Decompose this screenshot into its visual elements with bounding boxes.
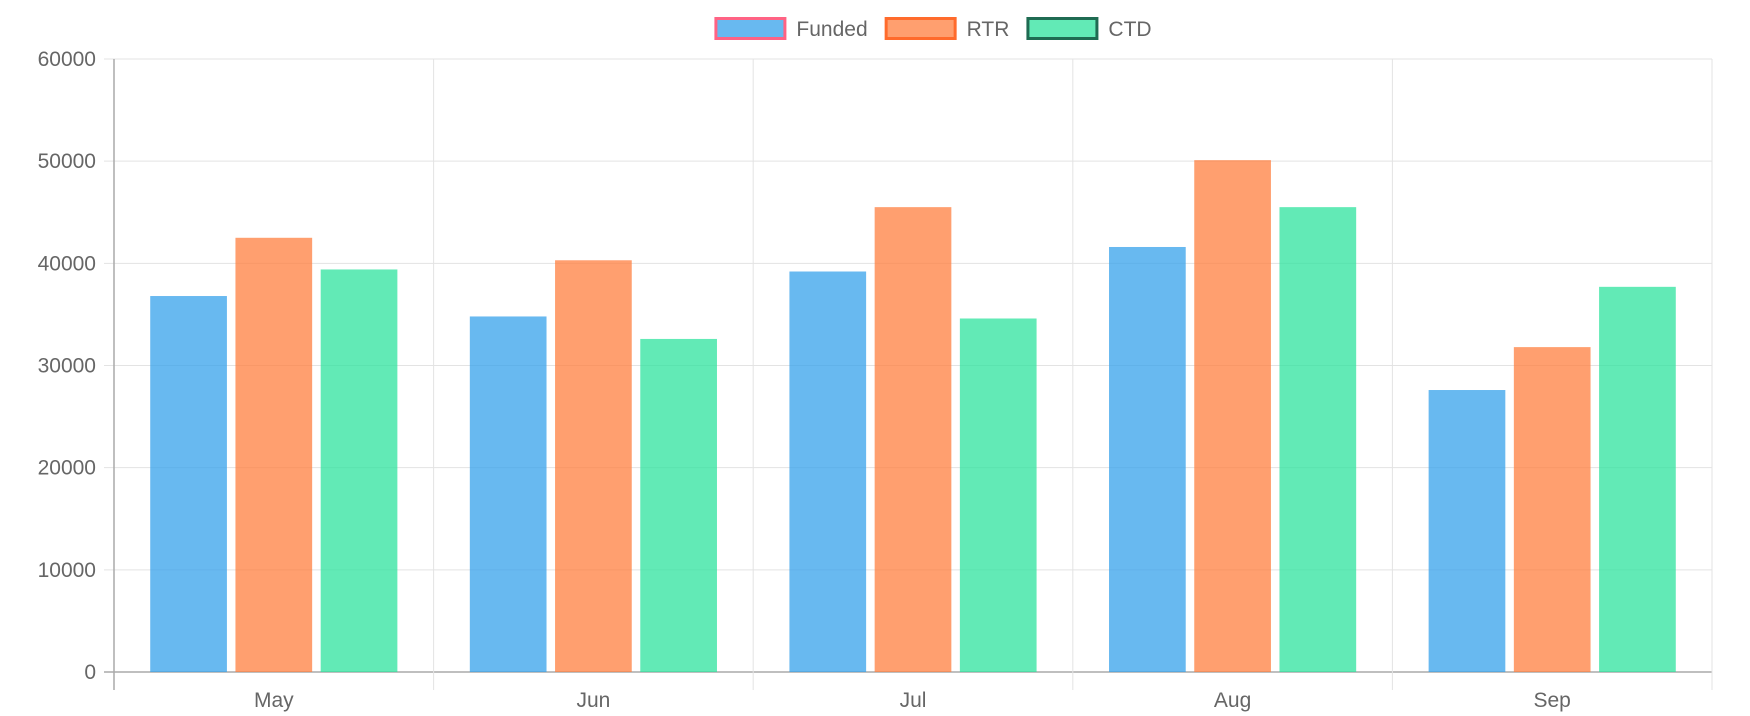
legend-swatch-funded	[716, 19, 785, 39]
bar-funded-sep[interactable]	[1429, 390, 1506, 672]
legend-swatch-rtr	[886, 19, 955, 39]
bar-ctd-may[interactable]	[321, 269, 398, 672]
legend-label: CTD	[1108, 18, 1151, 41]
bar-rtr-sep[interactable]	[1514, 347, 1591, 672]
bar-rtr-aug[interactable]	[1194, 160, 1271, 672]
x-tick-label: Jul	[900, 689, 927, 712]
y-tick-label: 10000	[38, 559, 96, 582]
legend-item-ctd[interactable]: CTD	[1028, 18, 1152, 41]
legend-item-rtr[interactable]: RTR	[886, 18, 1009, 41]
y-tick-label: 60000	[38, 48, 96, 71]
x-tick-label: Aug	[1214, 689, 1251, 712]
y-tick-label: 20000	[38, 457, 96, 480]
y-tick-label: 40000	[38, 252, 96, 275]
bar-rtr-may[interactable]	[235, 238, 312, 672]
bar-funded-aug[interactable]	[1109, 247, 1186, 672]
y-tick-label: 30000	[38, 355, 96, 378]
bar-rtr-jun[interactable]	[555, 260, 632, 672]
y-tick-label: 0	[84, 661, 96, 684]
bar-ctd-jul[interactable]	[960, 319, 1037, 672]
x-tick-label: May	[254, 689, 294, 712]
legend-item-funded[interactable]: Funded	[716, 18, 868, 41]
y-tick-label: 50000	[38, 150, 96, 173]
bar-rtr-jul[interactable]	[875, 207, 952, 672]
bar-funded-jun[interactable]	[470, 316, 547, 672]
legend-swatch-ctd	[1028, 19, 1097, 39]
bar-ctd-jun[interactable]	[640, 339, 717, 672]
bars	[150, 160, 1676, 672]
bar-ctd-aug[interactable]	[1279, 207, 1356, 672]
bar-funded-may[interactable]	[150, 296, 227, 672]
legend-label: Funded	[796, 18, 867, 41]
x-tick-label: Jun	[576, 689, 610, 712]
x-tick-label: Sep	[1534, 689, 1571, 712]
legend-label: RTR	[967, 18, 1010, 41]
bar-ctd-sep[interactable]	[1599, 287, 1676, 672]
bar-funded-jul[interactable]	[789, 272, 866, 672]
legend[interactable]: Funded RTR CTD	[716, 18, 1152, 41]
